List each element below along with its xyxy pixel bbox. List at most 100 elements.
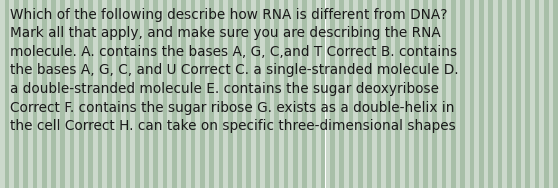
Bar bbox=[14, 0, 18, 188]
Bar bbox=[321, 0, 325, 188]
Bar bbox=[428, 0, 432, 188]
Bar bbox=[181, 0, 186, 188]
Bar bbox=[9, 0, 14, 188]
Bar bbox=[37, 0, 42, 188]
Bar bbox=[279, 0, 283, 188]
Bar bbox=[386, 0, 391, 188]
Bar bbox=[530, 0, 535, 188]
Bar bbox=[311, 0, 316, 188]
Bar bbox=[261, 0, 265, 188]
Bar bbox=[479, 0, 484, 188]
Bar bbox=[265, 0, 270, 188]
Bar bbox=[275, 0, 279, 188]
Bar bbox=[209, 0, 214, 188]
Bar bbox=[498, 0, 502, 188]
Bar bbox=[214, 0, 219, 188]
Bar bbox=[163, 0, 167, 188]
Bar bbox=[130, 0, 135, 188]
Bar bbox=[521, 0, 526, 188]
Bar bbox=[177, 0, 181, 188]
Bar bbox=[144, 0, 149, 188]
Bar bbox=[544, 0, 549, 188]
Bar bbox=[46, 0, 51, 188]
Bar bbox=[400, 0, 405, 188]
Bar bbox=[358, 0, 363, 188]
Bar bbox=[325, 0, 330, 188]
Bar bbox=[270, 0, 275, 188]
Bar bbox=[79, 0, 84, 188]
Bar bbox=[247, 0, 251, 188]
Bar bbox=[363, 0, 367, 188]
Bar bbox=[135, 0, 140, 188]
Bar bbox=[121, 0, 126, 188]
Bar bbox=[488, 0, 493, 188]
Bar bbox=[470, 0, 474, 188]
Bar bbox=[423, 0, 428, 188]
Bar bbox=[167, 0, 172, 188]
Bar bbox=[23, 0, 28, 188]
Bar bbox=[377, 0, 381, 188]
Bar bbox=[140, 0, 144, 188]
Bar bbox=[65, 0, 70, 188]
Bar bbox=[516, 0, 521, 188]
Bar bbox=[418, 0, 423, 188]
Bar bbox=[405, 0, 409, 188]
Bar bbox=[367, 0, 372, 188]
Bar bbox=[186, 0, 191, 188]
Bar bbox=[330, 0, 335, 188]
Bar bbox=[465, 0, 470, 188]
Bar bbox=[251, 0, 256, 188]
Bar bbox=[0, 0, 4, 188]
Bar bbox=[456, 0, 460, 188]
Bar bbox=[493, 0, 498, 188]
Bar bbox=[4, 0, 9, 188]
Bar bbox=[237, 0, 242, 188]
Bar bbox=[432, 0, 437, 188]
Bar bbox=[32, 0, 37, 188]
Bar bbox=[344, 0, 349, 188]
Bar bbox=[391, 0, 395, 188]
Bar bbox=[51, 0, 56, 188]
Bar bbox=[126, 0, 130, 188]
Bar bbox=[307, 0, 311, 188]
Bar bbox=[349, 0, 353, 188]
Bar bbox=[74, 0, 79, 188]
Bar bbox=[88, 0, 93, 188]
Bar bbox=[395, 0, 400, 188]
Bar bbox=[42, 0, 46, 188]
Bar bbox=[205, 0, 209, 188]
Bar bbox=[372, 0, 377, 188]
Bar bbox=[195, 0, 200, 188]
Bar bbox=[149, 0, 153, 188]
Text: Which of the following describe how RNA is different from DNA?
Mark all that app: Which of the following describe how RNA … bbox=[10, 8, 459, 133]
Bar bbox=[60, 0, 65, 188]
Bar bbox=[191, 0, 195, 188]
Bar bbox=[158, 0, 163, 188]
Bar bbox=[442, 0, 446, 188]
Bar bbox=[409, 0, 414, 188]
Bar bbox=[381, 0, 386, 188]
Bar bbox=[107, 0, 112, 188]
Bar bbox=[223, 0, 228, 188]
Bar bbox=[200, 0, 205, 188]
Bar bbox=[535, 0, 540, 188]
Bar bbox=[512, 0, 516, 188]
Bar bbox=[451, 0, 456, 188]
Bar bbox=[84, 0, 88, 188]
Bar bbox=[474, 0, 479, 188]
Bar bbox=[302, 0, 307, 188]
Bar bbox=[540, 0, 544, 188]
Bar bbox=[335, 0, 339, 188]
Bar bbox=[446, 0, 451, 188]
Bar bbox=[112, 0, 116, 188]
Bar bbox=[293, 0, 297, 188]
Bar bbox=[316, 0, 321, 188]
Bar bbox=[18, 0, 23, 188]
Bar bbox=[549, 0, 554, 188]
Bar bbox=[56, 0, 60, 188]
Bar bbox=[484, 0, 488, 188]
Bar bbox=[102, 0, 107, 188]
Bar bbox=[219, 0, 223, 188]
Bar bbox=[256, 0, 261, 188]
Bar bbox=[353, 0, 358, 188]
